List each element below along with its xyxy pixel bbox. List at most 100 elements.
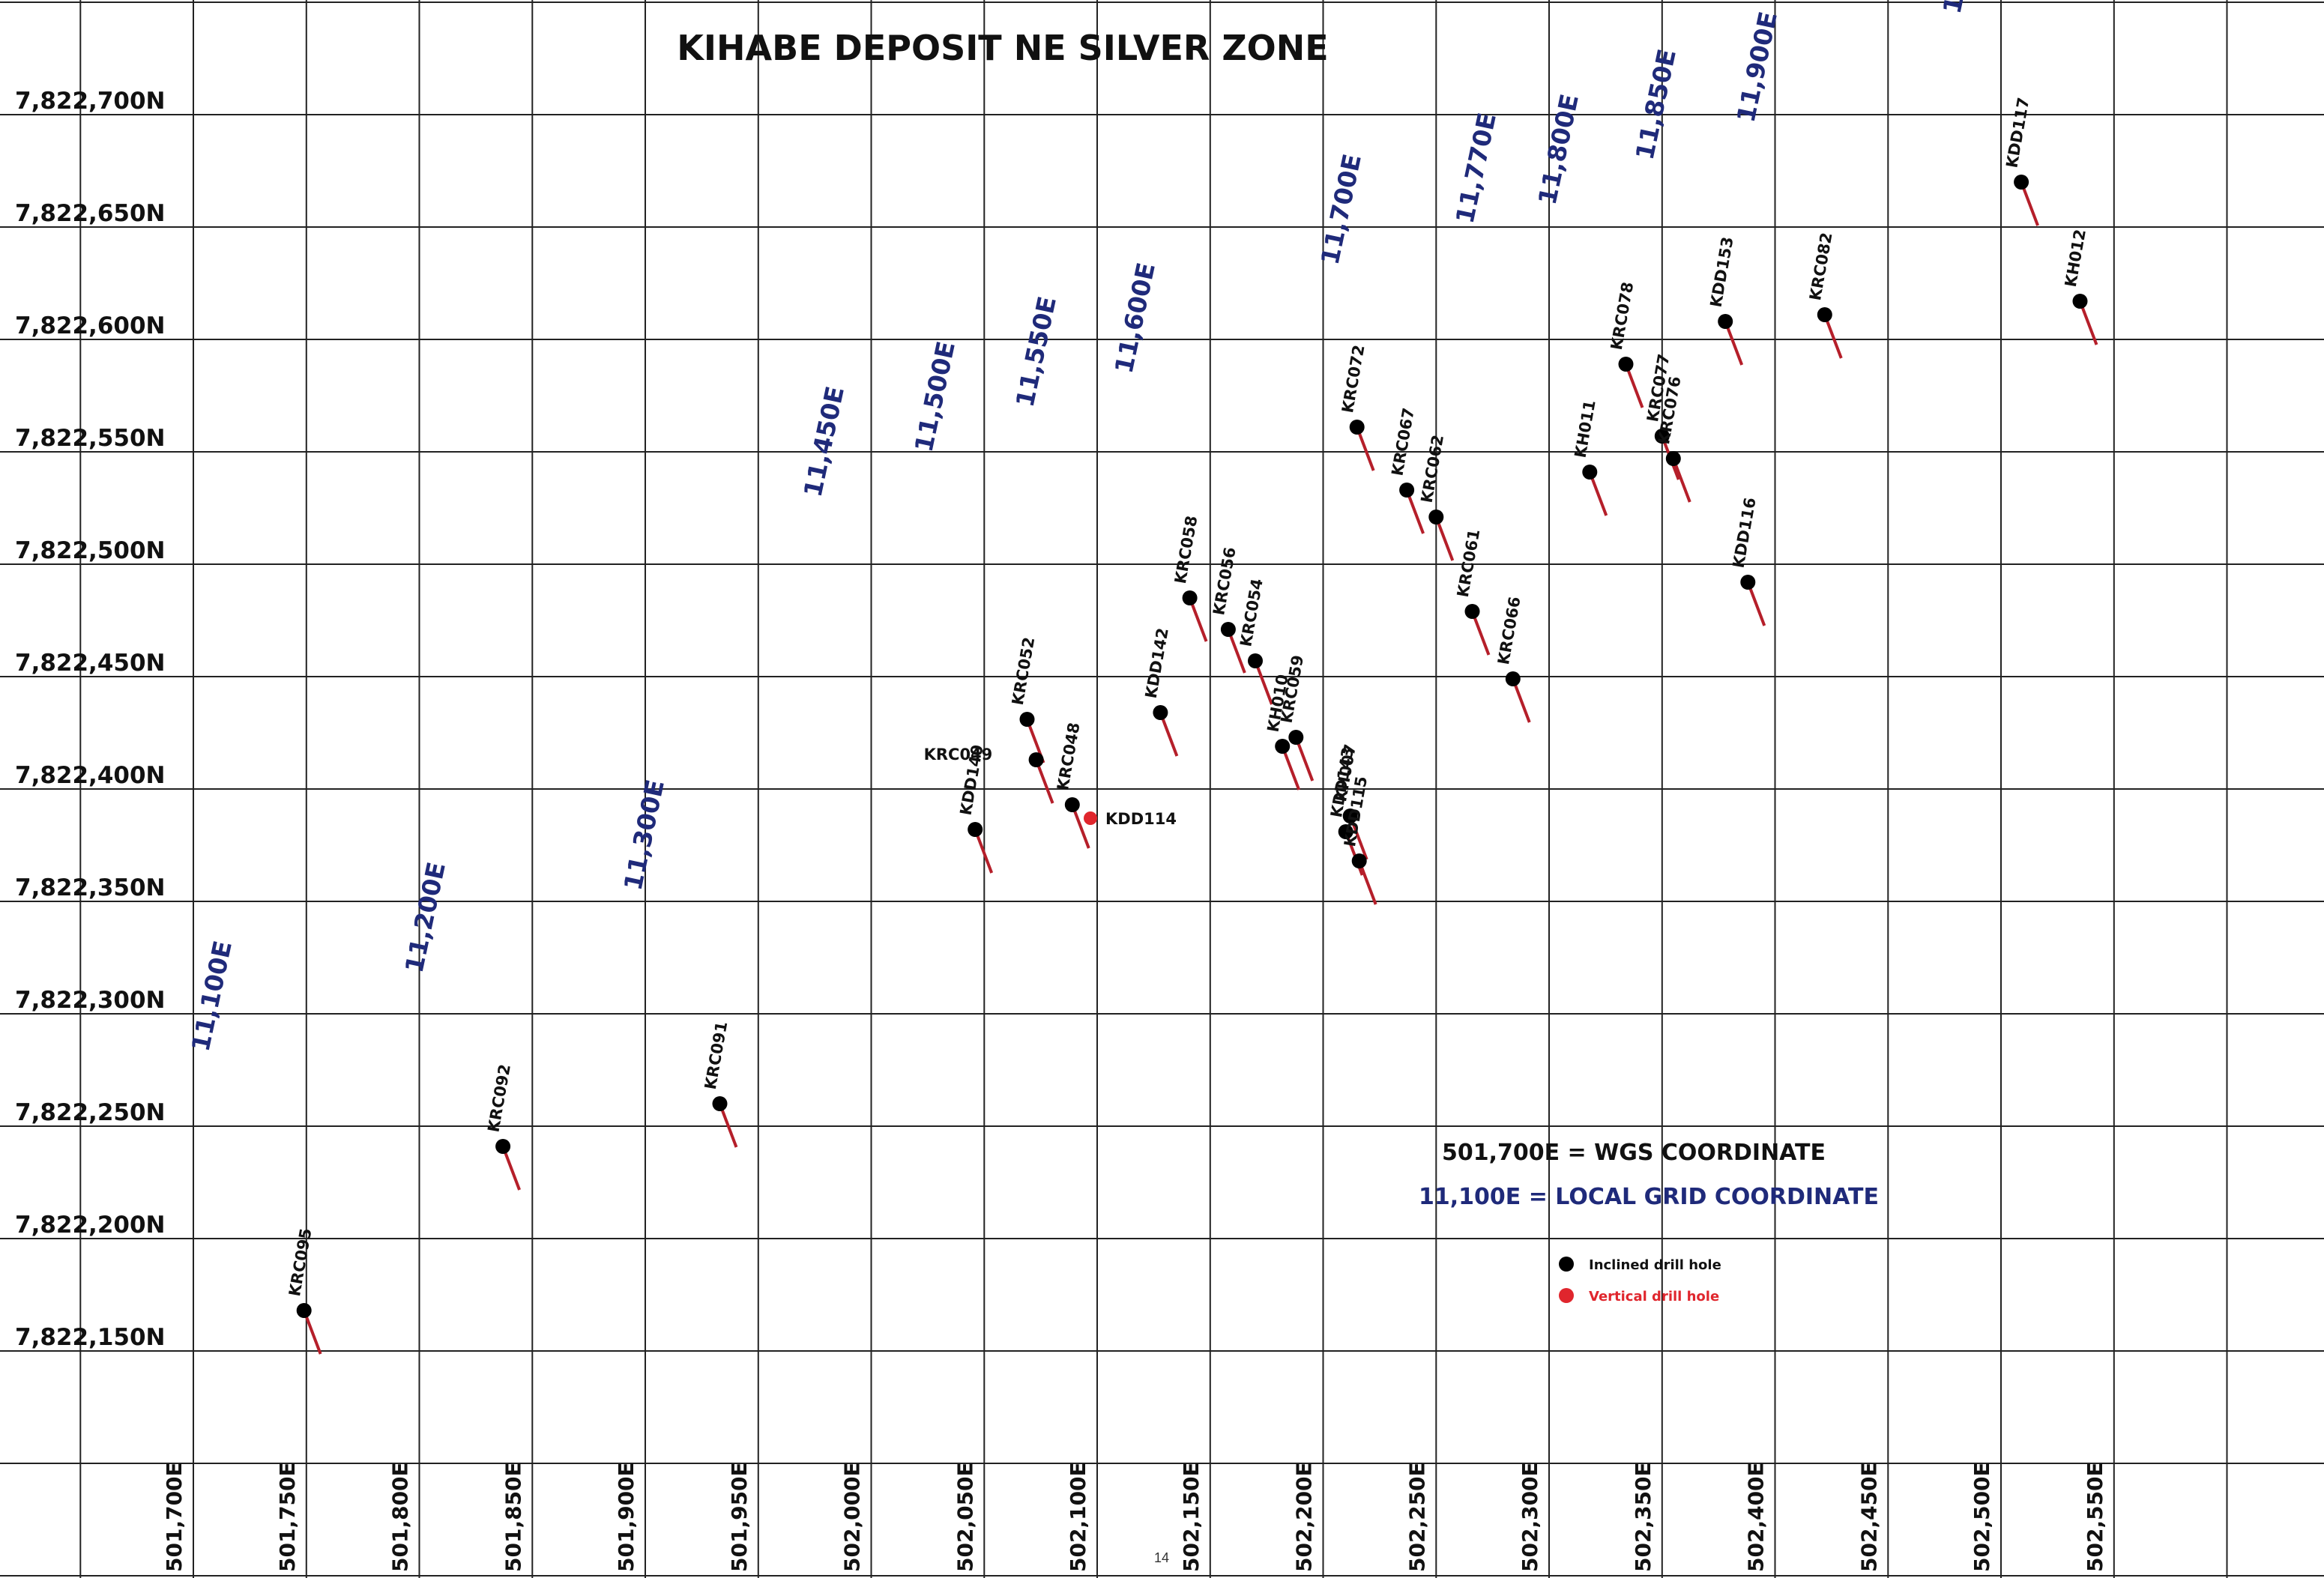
easting-label: 502,450E bbox=[1856, 1462, 1881, 1572]
northing-label: 7,822,250N bbox=[15, 1099, 166, 1126]
easting-label: 502,500E bbox=[1970, 1462, 1994, 1572]
drill-hole-marker bbox=[1618, 357, 1634, 372]
drill-hole-label: KDD114 bbox=[1105, 810, 1177, 828]
drill-hole-marker bbox=[495, 1139, 511, 1154]
drill-trace bbox=[1294, 737, 1315, 782]
legend-vertical-label: Vertical drill hole bbox=[1589, 1289, 1719, 1305]
drill-trace bbox=[718, 1103, 738, 1148]
drill-hole-marker bbox=[1665, 451, 1681, 466]
northing-label: 7,822,400N bbox=[15, 762, 166, 789]
easting-label: 502,250E bbox=[1404, 1462, 1429, 1572]
easting-label: 502,400E bbox=[1744, 1462, 1769, 1572]
drill-hole-marker bbox=[1718, 314, 1733, 329]
drill-hole-marker bbox=[1019, 712, 1035, 727]
easting-label: 502,050E bbox=[953, 1462, 977, 1572]
easting-label: 502,150E bbox=[1179, 1462, 1204, 1572]
legend: 501,700E = WGS COORDINATE 11,100E = LOCA… bbox=[1419, 1140, 1879, 1305]
northing-label: 7,822,650N bbox=[15, 200, 166, 227]
map-title: KIHABE DEPOSIT NE SILVER ZONE bbox=[677, 28, 1328, 68]
easting-label: 502,100E bbox=[1066, 1462, 1090, 1572]
drill-hole-marker bbox=[1654, 429, 1670, 444]
easting-label: 501,800E bbox=[388, 1462, 413, 1572]
easting-label: 501,950E bbox=[727, 1462, 752, 1572]
easting-label: 501,700E bbox=[162, 1462, 187, 1572]
drill-trace bbox=[2078, 300, 2098, 345]
drill-hole-marker bbox=[1349, 420, 1365, 435]
drill-hole-marker bbox=[1220, 622, 1236, 637]
drill-hole-marker bbox=[2072, 294, 2088, 309]
drill-hole-marker bbox=[1582, 465, 1598, 480]
drill-trace bbox=[1227, 629, 1246, 674]
drill-trace bbox=[1624, 363, 1644, 408]
drill-trace bbox=[1588, 471, 1608, 516]
easting-label: 501,850E bbox=[501, 1462, 525, 1572]
drill-hole-marker bbox=[1064, 797, 1080, 812]
drill-trace bbox=[1188, 597, 1208, 642]
legend-inclined-label: Inclined drill hole bbox=[1589, 1257, 1721, 1273]
northing-label: 7,822,450N bbox=[15, 650, 166, 677]
drill-trace bbox=[1405, 489, 1425, 534]
drill-hole-marker bbox=[1740, 575, 1756, 590]
easting-label: 502,350E bbox=[1631, 1462, 1656, 1572]
legend-local-note: 11,100E = LOCAL GRID COORDINATE bbox=[1419, 1184, 1879, 1210]
drill-trace bbox=[1070, 804, 1090, 849]
drill-hole-marker bbox=[2014, 175, 2029, 190]
easting-label: 501,750E bbox=[275, 1462, 300, 1572]
drill-hole-marker bbox=[1028, 752, 1044, 767]
easting-axis-labels: 501,700E 501,750E 501,800E 501,850E 501,900E… bbox=[162, 1462, 2107, 1572]
drill-trace bbox=[302, 1310, 322, 1355]
legend-inclined-marker bbox=[1559, 1257, 1574, 1272]
drill-trace bbox=[1724, 321, 1744, 366]
northing-label: 7,822,700N bbox=[15, 88, 166, 115]
drill-hole-marker bbox=[712, 1096, 728, 1111]
drill-hole-marker bbox=[1399, 483, 1415, 498]
drill-hole-marker bbox=[1182, 590, 1198, 605]
drill-trace bbox=[1159, 712, 1179, 757]
northing-label: 7,822,300N bbox=[15, 987, 166, 1014]
northing-label: 7,822,350N bbox=[15, 874, 166, 901]
drill-hole-marker bbox=[1505, 671, 1521, 686]
drill-trace bbox=[1281, 746, 1301, 790]
drill-hole-marker bbox=[1351, 853, 1367, 868]
drill-trace bbox=[1434, 516, 1455, 561]
drill-trace bbox=[1511, 678, 1531, 723]
legend-wgs-note: 501,700E = WGS COORDINATE bbox=[1442, 1140, 1826, 1166]
drill-hole-marker bbox=[1084, 811, 1097, 825]
easting-label: 501,900E bbox=[614, 1462, 639, 1572]
drill-hole-marker bbox=[1153, 705, 1168, 720]
drill-trace bbox=[2020, 181, 2039, 226]
drill-hole-label: KRC049 bbox=[924, 746, 993, 764]
easting-label: 502,300E bbox=[1518, 1462, 1542, 1572]
easting-label: 502,550E bbox=[2083, 1462, 2107, 1572]
northing-axis-labels: 7,822,700N 7,822,650N 7,822,600N 7,822,550N… bbox=[15, 88, 166, 1351]
drill-hole-marker bbox=[1338, 824, 1353, 839]
drill-hole-marker bbox=[1248, 653, 1263, 668]
northing-label: 7,822,500N bbox=[15, 537, 166, 564]
drill-trace bbox=[1746, 581, 1766, 626]
drill-hole-marker bbox=[1275, 739, 1291, 754]
northing-label: 7,822,200N bbox=[15, 1212, 166, 1239]
northing-label: 7,822,600N bbox=[15, 312, 166, 339]
drill-trace bbox=[1823, 314, 1843, 359]
drill-hole-marker bbox=[296, 1303, 312, 1318]
easting-label: 502,000E bbox=[840, 1462, 865, 1572]
northing-label: 7,822,550N bbox=[15, 425, 166, 452]
legend-vertical-marker bbox=[1559, 1288, 1574, 1303]
drill-trace bbox=[1254, 660, 1273, 705]
drill-trace bbox=[974, 829, 994, 874]
drill-trace bbox=[1470, 611, 1491, 656]
page-number: 14 bbox=[1154, 1550, 1169, 1565]
drill-hole-marker bbox=[1288, 730, 1304, 745]
drill-hole-marker bbox=[1817, 307, 1832, 322]
drill-hole-marker bbox=[1342, 808, 1358, 823]
drill-trace bbox=[1671, 458, 1691, 503]
drill-trace bbox=[501, 1146, 521, 1191]
drill-trace bbox=[1355, 426, 1375, 471]
drill-trace bbox=[1034, 759, 1054, 804]
northing-label: 7,822,150N bbox=[15, 1324, 166, 1351]
drill-hole-marker bbox=[1428, 510, 1444, 525]
drill-trace bbox=[1348, 815, 1368, 860]
drill-hole-marker bbox=[1464, 604, 1480, 619]
